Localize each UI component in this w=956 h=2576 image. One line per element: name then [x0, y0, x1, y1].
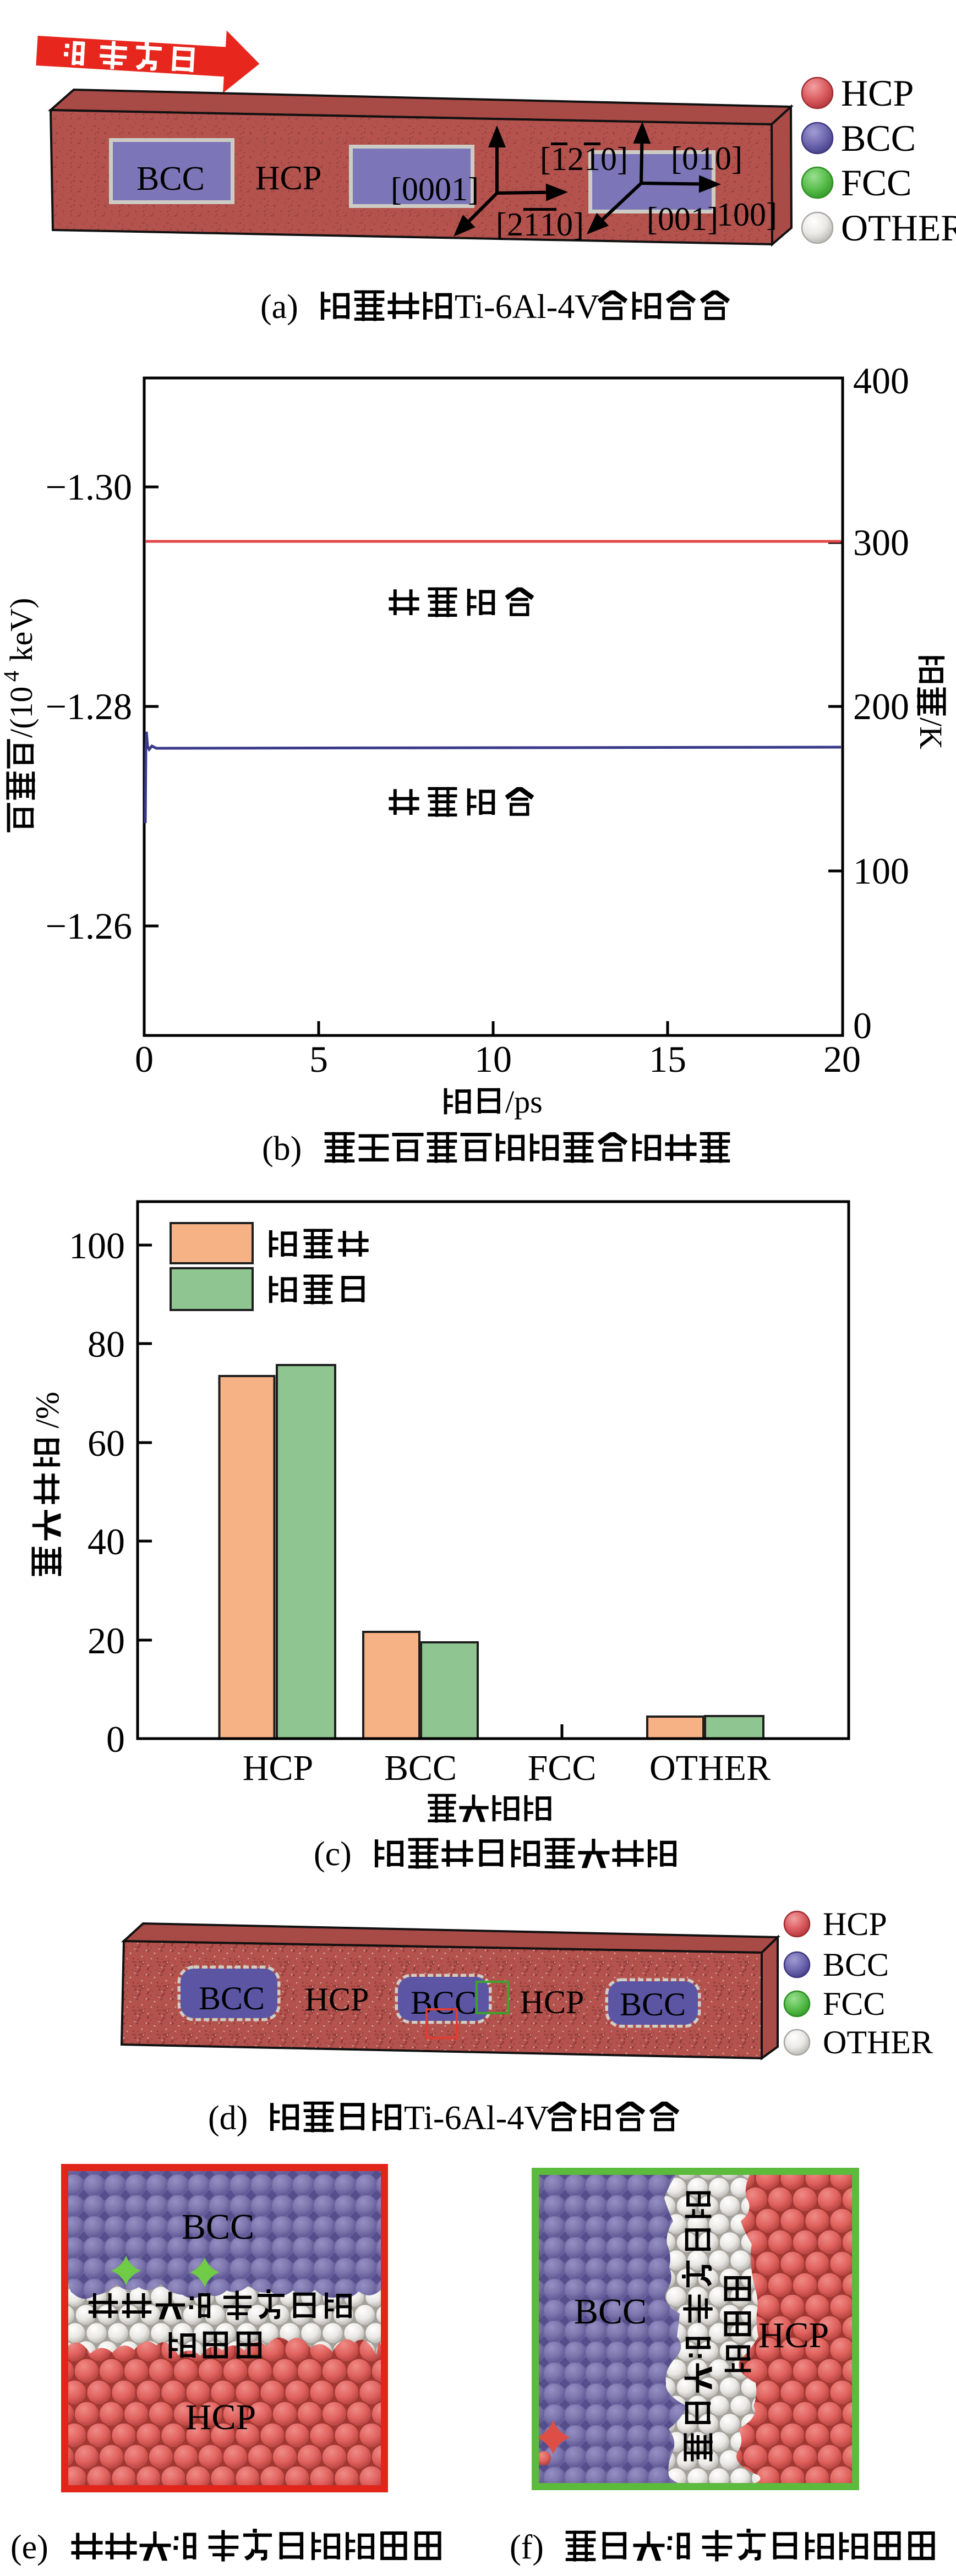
svg-text:80: 80 [88, 1323, 125, 1365]
svg-text:−1.30: −1.30 [46, 466, 132, 508]
svg-text:10: 10 [474, 1038, 512, 1080]
svg-text:20: 20 [88, 1620, 125, 1662]
svg-text:100: 100 [69, 1225, 125, 1267]
svg-text:1: 1 [523, 206, 540, 243]
svg-text:400: 400 [853, 360, 909, 402]
svg-text:15: 15 [649, 1038, 686, 1080]
svg-text:OTHER: OTHER [823, 2024, 933, 2060]
svg-text:/(10: /(10 [3, 687, 39, 738]
svg-text:0: 0 [853, 1005, 872, 1046]
svg-text:(e): (e) [10, 2529, 57, 2566]
svg-text:2: 2 [567, 141, 584, 177]
svg-text:[: [ [496, 206, 507, 243]
svg-text:200: 200 [853, 686, 909, 727]
svg-text:BCC: BCC [199, 1980, 265, 2016]
svg-text:(a): (a) [260, 288, 307, 326]
svg-text:60: 60 [88, 1422, 125, 1464]
svg-text:BCC: BCC [841, 117, 916, 159]
svg-text:100]: 100] [717, 196, 777, 233]
svg-text:(f): (f) [510, 2529, 552, 2566]
svg-text:20: 20 [823, 1038, 861, 1080]
svg-text:BCC: BCC [620, 1986, 686, 2023]
svg-text:−1.26: −1.26 [46, 905, 132, 947]
svg-text:keV): keV) [3, 598, 39, 670]
svg-text:4: 4 [0, 671, 24, 682]
svg-text:BCC: BCC [574, 2292, 647, 2332]
svg-text:HCP: HCP [243, 1748, 313, 1788]
svg-text:FCC: FCC [823, 1986, 885, 2022]
svg-text:(c): (c) [314, 1835, 360, 1873]
svg-text:]: ] [573, 206, 584, 243]
svg-text:BCC: BCC [384, 1748, 457, 1788]
svg-text:1: 1 [584, 141, 600, 177]
svg-text:]: ] [617, 141, 628, 177]
svg-text:OTHER: OTHER [841, 207, 956, 249]
svg-text:0: 0 [106, 1718, 125, 1760]
svg-text:BCC: BCC [411, 1985, 477, 2021]
svg-text:/%: /% [29, 1391, 65, 1428]
svg-text:−1.28: −1.28 [46, 686, 132, 727]
svg-text:40: 40 [88, 1521, 125, 1563]
svg-text:Ti-6Al-4V: Ti-6Al-4V [455, 288, 599, 326]
svg-text:/ps: /ps [505, 1084, 543, 1120]
svg-text:5: 5 [309, 1038, 328, 1080]
svg-text:0: 0 [600, 141, 617, 177]
svg-text:[010]: [010] [671, 140, 742, 177]
svg-text:2: 2 [507, 206, 523, 243]
svg-text:HCP: HCP [185, 2397, 256, 2437]
svg-text:100: 100 [853, 850, 909, 892]
svg-text:0: 0 [556, 206, 573, 243]
svg-text:HCP: HCP [305, 1981, 369, 2018]
svg-text:FCC: FCC [841, 162, 912, 204]
svg-text:HCP: HCP [841, 72, 914, 114]
svg-text:FCC: FCC [528, 1748, 597, 1788]
svg-text:[: [ [540, 141, 551, 177]
svg-text:[001]: [001] [647, 201, 718, 237]
svg-text:BCC: BCC [136, 160, 205, 198]
svg-text:(b): (b) [262, 1130, 310, 1168]
svg-text:(d): (d) [208, 2100, 256, 2137]
svg-text:Ti-6Al-4V: Ti-6Al-4V [404, 2100, 549, 2137]
svg-text:OTHER: OTHER [649, 1748, 771, 1788]
svg-text:0: 0 [135, 1038, 154, 1080]
svg-text:300: 300 [853, 522, 909, 563]
svg-text:HCP: HCP [758, 2315, 829, 2355]
svg-text:/K: /K [913, 717, 949, 749]
svg-text:HCP: HCP [823, 1906, 887, 1942]
svg-text:[0001]: [0001] [391, 171, 479, 207]
svg-text:BCC: BCC [182, 2207, 254, 2247]
svg-text:BCC: BCC [823, 1947, 889, 1983]
svg-text:HCP: HCP [255, 160, 322, 197]
svg-text:1: 1 [540, 206, 556, 243]
svg-text:1: 1 [551, 141, 567, 177]
svg-text:HCP: HCP [520, 1984, 584, 2020]
